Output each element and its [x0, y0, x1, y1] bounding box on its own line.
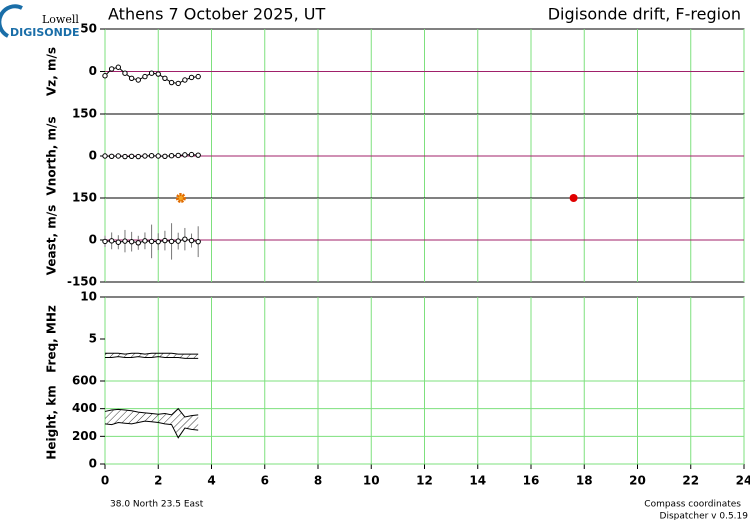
data-point — [188, 151, 195, 158]
data-point — [142, 238, 148, 244]
y-tick-label: 50 — [80, 22, 97, 36]
data-point — [155, 153, 161, 159]
data-point — [195, 152, 201, 158]
data-point — [128, 75, 135, 82]
data-point — [142, 73, 148, 80]
sunset-marker — [569, 194, 578, 202]
data-point — [102, 153, 108, 159]
y-tick-label: 0 — [89, 233, 97, 247]
y-axis-label: Vnorth, m/s — [45, 116, 59, 195]
band-low — [104, 420, 199, 439]
logo-top: Lowell — [42, 13, 79, 26]
x-tick-label: 20 — [629, 474, 646, 488]
data-point — [188, 237, 195, 244]
y-axis-label: Freq, MHz — [45, 305, 59, 373]
footer-version: Dispatcher v 0.5.19 — [660, 512, 749, 520]
y-tick-label: 600 — [72, 374, 97, 388]
band-high — [104, 407, 199, 418]
y-tick-label: 150 — [72, 107, 97, 121]
logo-bottom: DIGISONDE — [10, 26, 79, 39]
data-point — [175, 80, 181, 87]
x-tick-label: 16 — [523, 474, 540, 488]
y-tick-label: 0 — [89, 457, 97, 471]
data-point — [182, 77, 188, 83]
data-point — [135, 77, 141, 83]
data-point — [148, 153, 155, 159]
data-point — [182, 236, 188, 242]
y-axis-label: Veast, m/s — [45, 205, 59, 276]
data-point — [115, 64, 122, 70]
data-point — [195, 73, 201, 80]
data-point — [142, 153, 148, 159]
data-point — [155, 238, 161, 245]
x-tick-label: 6 — [261, 474, 269, 488]
data-point — [115, 153, 122, 159]
data-point — [122, 238, 128, 244]
y-tick-label: -150 — [67, 275, 97, 289]
data-point — [188, 74, 195, 81]
y-tick-label: 150 — [72, 191, 97, 205]
data-point — [135, 240, 141, 246]
data-point — [108, 238, 115, 244]
footer-location: 38.0 North 23.5 East — [110, 500, 204, 510]
sunrise-marker — [175, 193, 186, 203]
data-point — [162, 75, 168, 82]
y-tick-label: 400 — [72, 401, 97, 415]
footer-coords: Compass coordinates — [644, 500, 741, 510]
y-tick-label: 200 — [72, 429, 97, 443]
x-tick-label: 4 — [207, 474, 215, 488]
band-high — [105, 352, 199, 355]
logo-arc — [0, 4, 23, 38]
chart-title: Athens 7 October 2025, UT — [108, 5, 325, 24]
data-point — [155, 71, 161, 77]
data-point — [168, 79, 175, 86]
data-point — [162, 237, 168, 244]
data-point — [108, 153, 115, 159]
data-point — [148, 238, 155, 245]
data-point — [162, 153, 168, 159]
data-point — [182, 152, 188, 158]
chart-subtitle: Digisonde drift, F-region — [548, 5, 741, 24]
data-point — [128, 153, 135, 159]
y-tick-label: 0 — [89, 64, 97, 78]
data-point — [168, 153, 175, 159]
x-tick-label: 0 — [101, 474, 109, 488]
y-tick-label: 0 — [89, 149, 97, 163]
y-tick-label: 5 — [89, 332, 97, 346]
data-point — [128, 238, 135, 245]
data-point — [115, 239, 122, 245]
data-point — [195, 238, 201, 245]
data-point — [148, 70, 155, 76]
x-tick-label: 12 — [416, 474, 433, 488]
data-point — [122, 153, 128, 160]
data-point — [108, 66, 115, 72]
x-tick-label: 24 — [736, 474, 750, 488]
x-tick-label: 10 — [363, 474, 380, 488]
data-point — [102, 73, 108, 79]
data-point — [102, 238, 108, 245]
data-point — [175, 152, 181, 159]
x-tick-label: 22 — [682, 474, 699, 488]
data-point — [122, 70, 128, 76]
y-axis-label: Height, km — [45, 385, 59, 459]
data-point — [135, 153, 141, 160]
y-axis-label: Vz, m/s — [45, 47, 59, 96]
band-low — [105, 356, 199, 359]
x-tick-label: 14 — [469, 474, 486, 488]
x-tick-label: 18 — [576, 474, 593, 488]
x-tick-label: 2 — [154, 474, 162, 488]
x-tick-label: 8 — [314, 474, 322, 488]
data-point — [175, 238, 181, 244]
y-tick-label: 10 — [80, 290, 97, 304]
data-point — [168, 238, 175, 245]
